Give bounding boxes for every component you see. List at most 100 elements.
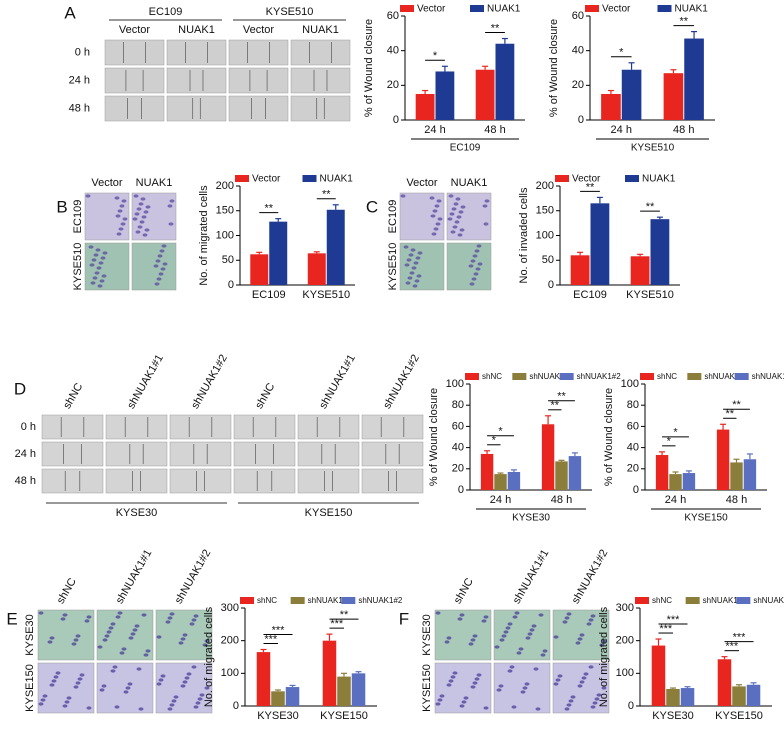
bar xyxy=(475,69,495,120)
micrograph xyxy=(37,609,95,661)
y-tick-label: 80 xyxy=(452,399,464,411)
cell xyxy=(453,202,459,206)
micrograph xyxy=(166,67,227,94)
significance-label: ** xyxy=(557,391,566,403)
x-tick-label: 48 h xyxy=(551,494,572,506)
bar xyxy=(601,94,621,120)
micrograph xyxy=(169,468,232,494)
cell xyxy=(459,704,465,708)
x-tick-label: KYSE30 xyxy=(257,710,299,722)
panel-letter: D xyxy=(14,379,26,398)
row-label: KYSE150 xyxy=(421,664,433,712)
row-label: EC109 xyxy=(72,200,84,234)
cell xyxy=(429,196,435,200)
micrograph xyxy=(228,67,289,94)
cell xyxy=(473,272,479,276)
x-tick-label: 24 h xyxy=(490,494,511,506)
significance-label: *** xyxy=(667,614,681,626)
cell xyxy=(154,282,160,286)
cell xyxy=(590,614,596,618)
cell xyxy=(404,263,410,267)
bar xyxy=(269,221,288,285)
y-tick-label: 20 xyxy=(387,79,399,91)
cell xyxy=(594,697,600,701)
cell xyxy=(527,632,533,636)
significance-label: ** xyxy=(491,22,500,34)
cell xyxy=(100,256,106,260)
cell xyxy=(468,642,474,646)
cell xyxy=(51,679,57,683)
cell xyxy=(55,671,61,675)
cell xyxy=(529,628,535,632)
bar xyxy=(651,645,666,706)
cell xyxy=(127,682,133,686)
micrograph xyxy=(434,609,492,661)
cell xyxy=(89,263,95,267)
cell xyxy=(499,638,505,642)
y-tick-label: 50 xyxy=(222,254,234,266)
cell xyxy=(512,615,518,619)
cell xyxy=(121,647,127,651)
micrograph xyxy=(105,441,168,467)
bar xyxy=(337,676,351,706)
bar xyxy=(666,689,680,706)
micrograph xyxy=(552,662,610,714)
cell xyxy=(110,669,116,673)
x-tick-label: 24 h xyxy=(611,124,632,136)
cell xyxy=(84,619,90,623)
cell xyxy=(470,259,476,263)
significance-label: *** xyxy=(330,618,344,630)
legend-swatch xyxy=(625,175,639,182)
column-label: shNUAK1#1 xyxy=(317,353,358,411)
cell xyxy=(143,653,149,657)
bar xyxy=(680,688,695,706)
cell xyxy=(579,680,585,684)
y-tick-label: 150 xyxy=(536,205,554,217)
column-label: Vector xyxy=(91,177,123,189)
cell xyxy=(125,686,131,690)
cell xyxy=(448,679,454,683)
legend-label: NUAK1 xyxy=(642,174,676,185)
significance-label: * xyxy=(492,435,497,447)
cell xyxy=(123,690,129,694)
legend-label: Vector xyxy=(602,4,631,15)
cell xyxy=(432,209,438,213)
micrograph xyxy=(290,95,351,122)
y-tick-label: 40 xyxy=(627,442,639,454)
cell xyxy=(400,194,406,198)
cell xyxy=(106,630,112,634)
significance-label: ** xyxy=(732,399,741,411)
cell xyxy=(509,665,515,669)
row-label: 24 h xyxy=(69,74,90,86)
legend-swatch xyxy=(559,373,574,380)
y-tick-label: 40 xyxy=(387,45,399,57)
bar xyxy=(541,424,555,490)
y-axis-label: No. of migrated cells xyxy=(598,606,610,707)
cell xyxy=(134,624,140,628)
cell xyxy=(53,675,59,679)
bar xyxy=(351,673,366,706)
micrograph xyxy=(105,414,168,440)
cell xyxy=(459,613,465,617)
bar xyxy=(326,209,345,285)
column-label: NUAK1 xyxy=(451,177,488,189)
y-tick-label: 0 xyxy=(393,114,399,126)
cell xyxy=(110,622,116,626)
significance-label: * xyxy=(619,47,624,59)
cell xyxy=(403,245,409,249)
cell xyxy=(115,615,121,619)
cell xyxy=(430,214,436,218)
column-label: NUAK1 xyxy=(136,177,173,189)
legend-label: shNUAK1#1 xyxy=(704,372,749,381)
cell xyxy=(494,645,500,649)
x-tick-label: KYSE510 xyxy=(626,289,674,301)
x-tick-label: KYSE30 xyxy=(652,710,694,722)
legend-label: NUAK1 xyxy=(487,4,521,15)
micrograph xyxy=(104,39,165,66)
cell xyxy=(186,672,192,676)
y-tick-label: 100 xyxy=(536,229,554,241)
row-label: 48 h xyxy=(15,475,36,487)
cell xyxy=(472,634,478,638)
row-label: KYSE510 xyxy=(72,243,84,291)
significance-label: ** xyxy=(264,203,273,215)
